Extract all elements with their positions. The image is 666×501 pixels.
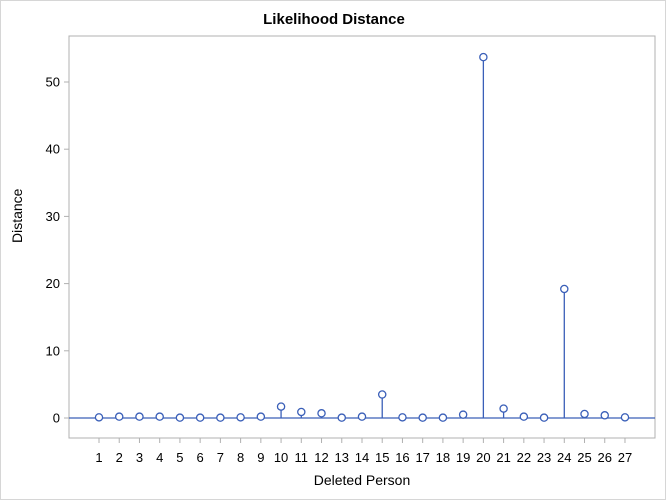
chart-title: Likelihood Distance [263, 11, 405, 28]
data-point-marker [398, 413, 407, 422]
y-tick-label: 20 [46, 276, 60, 291]
plot-frame [68, 35, 656, 439]
x-tick-label: 10 [274, 450, 288, 465]
x-tick-label: 13 [335, 450, 349, 465]
data-point-marker [276, 402, 286, 411]
x-tick-label: 3 [136, 450, 143, 465]
data-point-marker [539, 413, 549, 422]
data-point-marker [155, 412, 164, 421]
x-tick-label: 14 [355, 450, 369, 465]
x-tick-label: 21 [496, 450, 510, 465]
data-point-marker [438, 413, 448, 422]
data-point-marker [317, 409, 326, 418]
data-point-marker [94, 413, 104, 422]
data-point-marker [560, 284, 569, 294]
x-tick-label: 26 [598, 450, 612, 465]
x-tick-label: 18 [436, 450, 450, 465]
x-tick-label: 11 [295, 450, 309, 465]
y-tick-label: 40 [46, 142, 60, 157]
data-point-marker [256, 412, 266, 421]
x-tick-label: 5 [176, 450, 183, 465]
data-point-marker [114, 412, 124, 421]
y-tick-label: 10 [46, 343, 60, 358]
data-point-marker [580, 409, 589, 419]
data-point-marker [337, 413, 347, 422]
x-tick-label: 27 [618, 450, 632, 465]
data-point-marker [519, 412, 529, 421]
x-tick-label: 25 [577, 450, 591, 465]
x-tick-label: 6 [197, 450, 204, 465]
data-point-marker [175, 413, 185, 422]
y-tick-label: 0 [53, 411, 60, 426]
x-tick-label: 7 [217, 450, 224, 465]
x-tick-label: 15 [375, 450, 389, 465]
data-point-marker [458, 410, 468, 419]
x-tick-label: 22 [517, 450, 531, 465]
x-tick-label: 24 [557, 450, 571, 465]
x-axis-label: Deleted Person [313, 472, 411, 488]
x-tick-label: 8 [237, 450, 244, 465]
data-point-marker [377, 390, 387, 399]
data-point-marker [216, 413, 225, 422]
data-point-marker [600, 411, 610, 420]
x-tick-label: 16 [395, 450, 409, 465]
data-point-marker [236, 413, 245, 422]
x-tick-label: 20 [476, 450, 490, 465]
y-tick-label: 50 [46, 75, 60, 90]
data-point-marker [135, 412, 144, 421]
x-tick-label: 4 [156, 450, 163, 465]
data-point-marker [499, 404, 508, 413]
data-point-marker [479, 52, 488, 62]
data-point-marker [620, 413, 630, 422]
x-tick-label: 23 [537, 450, 551, 465]
y-tick-label: 30 [46, 209, 60, 224]
data-point-marker [195, 413, 205, 422]
data-point-marker [297, 407, 306, 417]
x-tick-label: 9 [257, 450, 264, 465]
data-point-marker [357, 412, 367, 421]
x-tick-label: 12 [314, 450, 328, 465]
x-tick-label: 2 [116, 450, 123, 465]
x-tick-label: 1 [95, 450, 102, 465]
x-tick-label: 19 [456, 450, 470, 465]
data-point-marker [418, 413, 427, 422]
x-tick-label: 17 [415, 450, 429, 465]
